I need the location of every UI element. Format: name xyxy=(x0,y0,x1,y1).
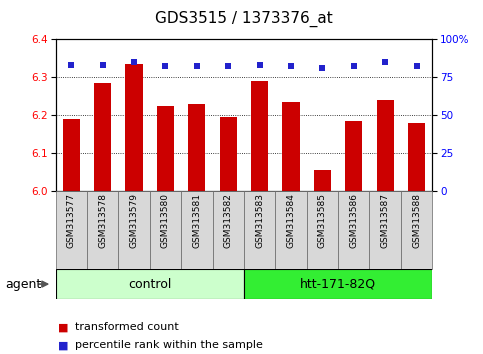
Bar xyxy=(338,191,369,269)
Bar xyxy=(56,269,244,299)
Bar xyxy=(126,64,142,191)
Bar xyxy=(157,105,174,191)
Point xyxy=(161,63,170,69)
Bar xyxy=(408,123,425,191)
Text: agent: agent xyxy=(5,278,41,291)
Text: GSM313585: GSM313585 xyxy=(318,194,327,249)
Point xyxy=(193,63,201,69)
Text: GDS3515 / 1373376_at: GDS3515 / 1373376_at xyxy=(155,11,333,27)
Text: GSM313588: GSM313588 xyxy=(412,194,421,249)
Bar xyxy=(213,191,244,269)
Bar xyxy=(118,191,150,269)
Text: GSM313581: GSM313581 xyxy=(192,194,201,249)
Bar xyxy=(283,102,299,191)
Bar xyxy=(56,191,87,269)
Text: percentile rank within the sample: percentile rank within the sample xyxy=(75,340,263,350)
Text: ■: ■ xyxy=(58,322,69,332)
Text: GSM313580: GSM313580 xyxy=(161,194,170,249)
Text: transformed count: transformed count xyxy=(75,322,179,332)
Bar xyxy=(307,191,338,269)
Text: GSM313587: GSM313587 xyxy=(381,194,390,249)
Bar xyxy=(63,119,80,191)
Bar xyxy=(401,191,432,269)
Bar xyxy=(150,191,181,269)
Bar xyxy=(87,191,118,269)
Point xyxy=(350,63,357,69)
Point xyxy=(224,63,232,69)
Text: GSM313579: GSM313579 xyxy=(129,194,139,249)
Point xyxy=(256,62,264,68)
Text: GSM313584: GSM313584 xyxy=(286,194,296,249)
Bar xyxy=(181,191,213,269)
Bar xyxy=(377,100,394,191)
Point xyxy=(382,59,389,65)
Bar xyxy=(345,121,362,191)
Bar xyxy=(244,269,432,299)
Text: GSM313577: GSM313577 xyxy=(67,194,76,249)
Bar xyxy=(94,83,111,191)
Text: control: control xyxy=(128,278,171,291)
Text: GSM313583: GSM313583 xyxy=(255,194,264,249)
Bar xyxy=(369,191,401,269)
Point xyxy=(130,59,138,65)
Point xyxy=(287,63,295,69)
Text: GSM313586: GSM313586 xyxy=(349,194,358,249)
Bar xyxy=(244,191,275,269)
Bar xyxy=(314,170,331,191)
Point xyxy=(68,62,75,68)
Bar xyxy=(220,117,237,191)
Text: ■: ■ xyxy=(58,340,69,350)
Point xyxy=(319,65,327,71)
Bar xyxy=(251,81,268,191)
Bar xyxy=(188,104,205,191)
Point xyxy=(99,62,107,68)
Text: htt-171-82Q: htt-171-82Q xyxy=(300,278,376,291)
Text: GSM313582: GSM313582 xyxy=(224,194,233,249)
Text: GSM313578: GSM313578 xyxy=(98,194,107,249)
Point xyxy=(412,63,420,69)
Bar xyxy=(275,191,307,269)
